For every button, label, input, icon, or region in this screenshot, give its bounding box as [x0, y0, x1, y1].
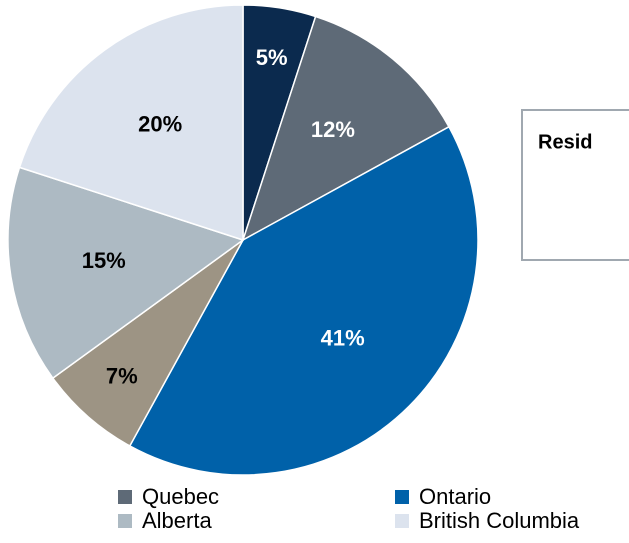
data-label: 15% [82, 248, 126, 273]
legend-swatch [118, 514, 132, 528]
legend-label: Quebec [142, 484, 219, 509]
data-label: 5% [256, 45, 288, 70]
data-label: 41% [321, 326, 365, 351]
pie-slice [128, 125, 479, 476]
legend-swatch [395, 514, 409, 528]
annotation: Resid [538, 131, 592, 153]
data-label: 7% [106, 363, 138, 388]
legend-swatch [118, 490, 132, 504]
pie-slice [51, 239, 244, 447]
pie-slice [7, 166, 245, 380]
text-box [521, 109, 629, 261]
legend-swatch [395, 490, 409, 504]
legend-label: British Columbia [419, 508, 580, 533]
pie-slice [18, 4, 244, 242]
data-label: 20% [138, 112, 182, 137]
pie-slice [241, 15, 450, 242]
data-label: 12% [311, 117, 355, 142]
legend-label: Alberta [142, 508, 212, 533]
legend-label: Ontario [419, 484, 491, 509]
